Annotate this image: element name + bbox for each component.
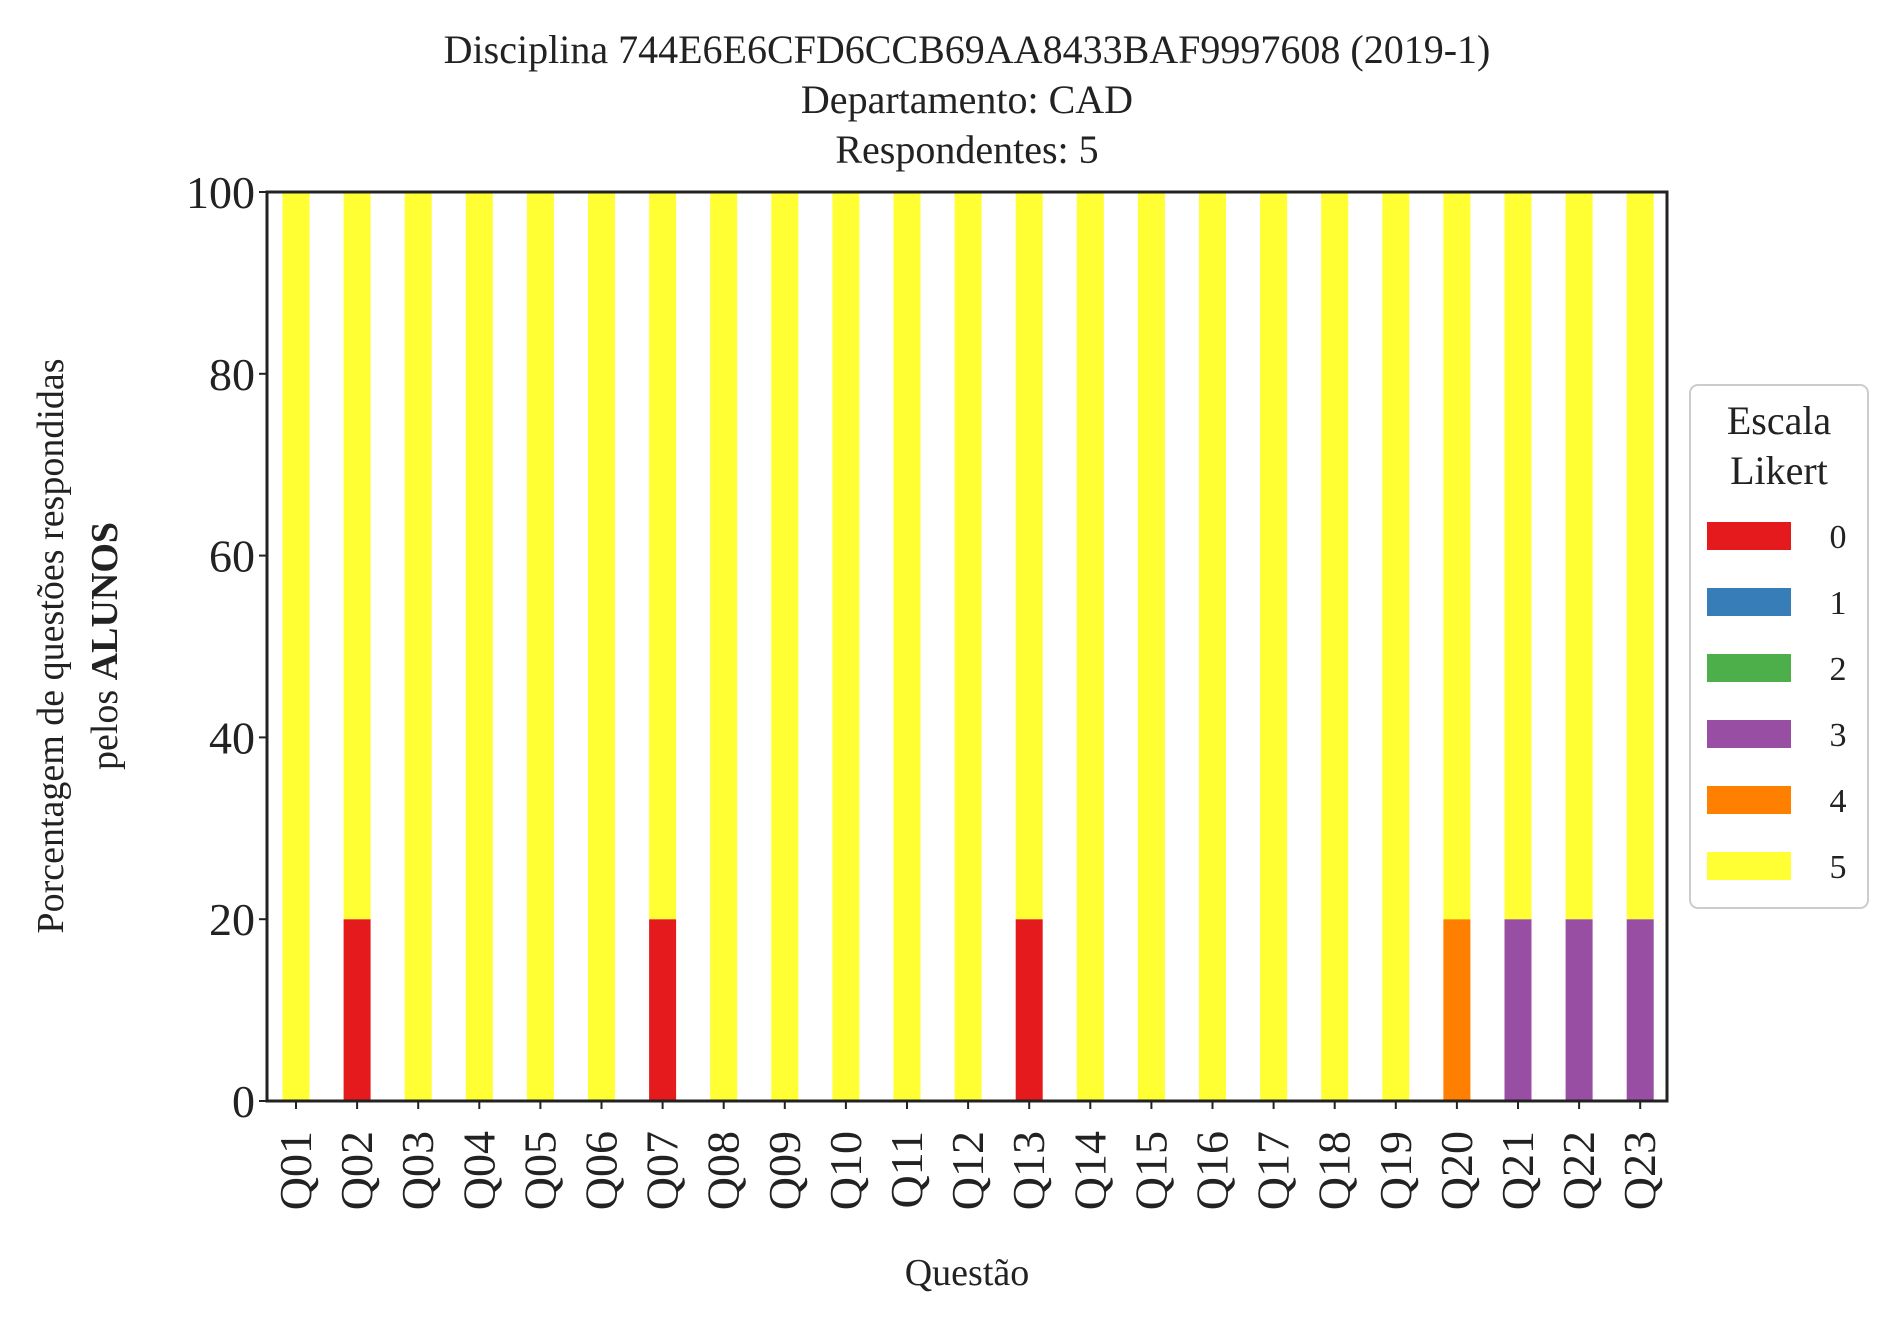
bar-Q06-likert-5 [588, 192, 615, 1101]
x-tick-label-Q20: Q20 [1431, 1131, 1482, 1210]
bar-Q20-likert-4 [1443, 919, 1471, 1101]
x-tick-label-Q04: Q04 [453, 1131, 504, 1210]
bar-Q11-likert-5 [893, 192, 921, 1101]
legend-swatch-1 [1707, 588, 1791, 616]
y-axis-label: Porcentagem de questões respondidas pelo… [30, 358, 126, 933]
legend-title-line-2: Likert [1730, 448, 1828, 493]
bar-Q22-likert-5 [1565, 192, 1593, 920]
legend-label-2: 2 [1830, 651, 1847, 688]
bar-Q02-likert-5 [343, 192, 371, 920]
y-tick-label: 100 [186, 167, 255, 218]
x-tick-label-Q16: Q16 [1187, 1131, 1238, 1210]
plot-frame [265, 190, 1669, 1103]
bar-Q23-likert-3 [1626, 919, 1654, 1101]
legend-swatch-3 [1707, 720, 1791, 748]
x-tick-label-Q03: Q03 [392, 1131, 443, 1210]
legend-swatch-2 [1707, 654, 1791, 682]
legend-label-4: 4 [1830, 783, 1847, 820]
chart-title: Disciplina 744E6E6CFD6CCB69AA8433BAF9997… [444, 27, 1491, 172]
bar-Q10-likert-5 [832, 192, 860, 1101]
legend-label-0: 0 [1830, 519, 1847, 556]
bar-Q18-likert-5 [1321, 192, 1349, 1101]
legend-title-line-1: Escala [1727, 398, 1832, 443]
legend-swatch-4 [1707, 786, 1791, 814]
bar-Q21-likert-3 [1504, 919, 1532, 1101]
chart-title-line-3: Respondentes: 5 [835, 127, 1098, 172]
x-tick-label-Q18: Q18 [1309, 1131, 1360, 1210]
bar-Q13-likert-0 [1015, 919, 1043, 1101]
y-axis-label-line-1: Porcentagem de questões respondidas [30, 358, 72, 933]
y-tick-label: 60 [209, 531, 255, 582]
bar-Q02-likert-0 [343, 919, 371, 1101]
bar-Q23-likert-5 [1626, 192, 1654, 920]
bar-Q16-likert-5 [1199, 192, 1226, 1101]
y-tick-label: 0 [232, 1076, 255, 1127]
x-tick-label-Q21: Q21 [1492, 1131, 1543, 1210]
x-tick-label-Q22: Q22 [1553, 1131, 1604, 1210]
legend: Escala Likert 0 1 2 3 4 5 [1689, 384, 1869, 909]
legend-swatch-5 [1707, 852, 1791, 880]
bar-Q21-likert-5 [1504, 192, 1532, 920]
x-tick-label-Q01: Q01 [270, 1131, 321, 1210]
bar-Q07-likert-5 [649, 192, 677, 920]
y-axis-label-prefix: pelos [84, 680, 126, 770]
bar-Q12-likert-5 [954, 192, 982, 1101]
bar-Q08-likert-5 [710, 192, 738, 1101]
legend-items: 0 1 2 3 4 5 [1707, 519, 1847, 886]
y-tick-label: 20 [209, 894, 255, 945]
x-tick-label-Q19: Q19 [1370, 1131, 1421, 1210]
x-tick-label-Q05: Q05 [514, 1131, 565, 1210]
bar-Q03-likert-5 [404, 192, 432, 1101]
x-tick-label-Q08: Q08 [698, 1131, 749, 1210]
legend-swatch-0 [1707, 522, 1791, 550]
bar-Q15-likert-5 [1137, 192, 1165, 1101]
x-tick-label-Q15: Q15 [1125, 1131, 1176, 1210]
x-tick-label-Q12: Q12 [942, 1131, 993, 1210]
bar-Q05-likert-5 [526, 192, 554, 1101]
x-tick-label-Q23: Q23 [1614, 1131, 1665, 1210]
x-axis-ticks: Q01 Q02 Q03 Q04 Q05 Q06 Q07 Q08 Q09 Q10 Q11 Q12 Q13 Q… [270, 1101, 1665, 1210]
bar-Q01-likert-5 [282, 192, 310, 1101]
bar-Q19-likert-5 [1382, 192, 1410, 1101]
y-tick-label: 40 [209, 712, 255, 763]
legend-label-3: 3 [1830, 717, 1847, 754]
x-tick-label-Q07: Q07 [637, 1131, 688, 1210]
y-axis-label-emphasis: ALUNOS [84, 522, 126, 680]
x-axis-label: Questão [905, 1252, 1030, 1294]
x-tick-label-Q10: Q10 [820, 1131, 871, 1210]
legend-frame [1689, 384, 1869, 909]
bars-layer [282, 192, 1654, 1101]
bar-Q17-likert-5 [1260, 192, 1288, 1101]
chart-title-line-2: Departamento: CAD [801, 77, 1133, 122]
bar-Q22-likert-3 [1565, 919, 1593, 1101]
x-tick-label-Q17: Q17 [1248, 1131, 1299, 1210]
x-tick-label-Q02: Q02 [331, 1131, 382, 1210]
y-tick-label: 80 [209, 349, 255, 400]
legend-label-1: 1 [1830, 585, 1847, 622]
x-tick-label-Q09: Q09 [759, 1131, 810, 1210]
bar-Q13-likert-5 [1015, 192, 1043, 920]
bar-Q04-likert-5 [465, 192, 493, 1101]
bar-Q09-likert-5 [771, 192, 799, 1101]
bar-Q07-likert-0 [649, 919, 677, 1101]
legend-label-5: 5 [1830, 849, 1847, 886]
x-tick-label-Q06: Q06 [576, 1131, 627, 1210]
bar-Q14-likert-5 [1076, 192, 1104, 1101]
x-tick-label-Q11: Q11 [881, 1131, 932, 1209]
x-tick-label-Q14: Q14 [1064, 1131, 1115, 1210]
y-axis-label-line-2: pelos ALUNOS [84, 522, 126, 770]
x-tick-label-Q13: Q13 [1003, 1131, 1054, 1210]
bar-Q20-likert-5 [1443, 192, 1471, 920]
y-axis-ticks: 0 20 40 60 80 100 [186, 167, 267, 1127]
chart-title-line-1: Disciplina 744E6E6CFD6CCB69AA8433BAF9997… [444, 27, 1491, 72]
